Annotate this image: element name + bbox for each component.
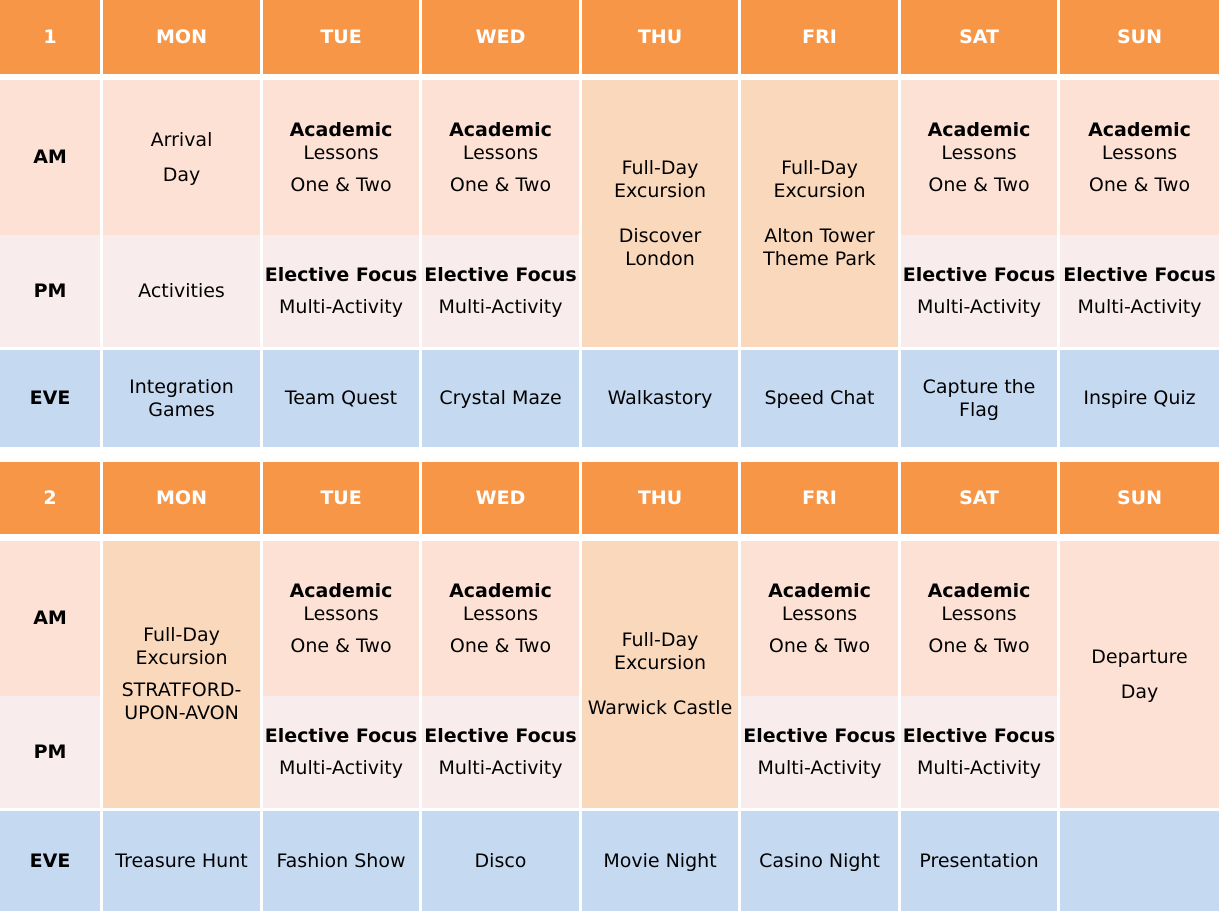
- week1-sun-eve: Inspire Quiz: [1060, 350, 1219, 447]
- week2-day-sat: SAT: [901, 462, 1057, 534]
- week1-tue-eve: Team Quest: [263, 350, 419, 447]
- week2-wed-eve: Disco: [422, 811, 579, 911]
- week1-sun-pm: Elective Focus Multi-Activity: [1060, 235, 1219, 347]
- week2-pm-label: PM: [0, 696, 100, 808]
- week2-day-tue: TUE: [263, 462, 419, 534]
- week2-wed-am: Academic Lessons One & Two: [422, 541, 579, 696]
- week2-fri-am: Academic Lessons One & Two: [741, 541, 898, 696]
- week1-am-label: AM: [0, 80, 100, 235]
- week1-mon-am: Arrival Day: [103, 80, 260, 235]
- week2-tue-am: Academic Lessons One & Two: [263, 541, 419, 696]
- week2-wed-pm: Elective Focus Multi-Activity: [422, 696, 579, 808]
- week1-sun-am: Academic Lessons One & Two: [1060, 80, 1219, 235]
- week2-sat-eve: Presentation: [901, 811, 1057, 911]
- week1-wed-am: Academic Lessons One & Two: [422, 80, 579, 235]
- week2-thu-excursion: Full-Day Excursion Warwick Castle: [582, 541, 738, 808]
- week2-sun-eve: [1060, 811, 1219, 911]
- week2-sun-departure: Departure Day: [1060, 541, 1219, 808]
- week1-sat-am: Academic Lessons One & Two: [901, 80, 1057, 235]
- week1-sat-eve: Capture the Flag: [901, 350, 1057, 447]
- week2-number: 2: [0, 462, 100, 534]
- week1-sat-pm: Elective Focus Multi-Activity: [901, 235, 1057, 347]
- week1-thu-excursion: Full-Day Excursion Discover London: [582, 80, 738, 347]
- week1-day-thu: THU: [582, 0, 738, 74]
- week2-day-wed: WED: [422, 462, 579, 534]
- week1-day-wed: WED: [422, 0, 579, 74]
- week1-number: 1: [0, 0, 100, 74]
- week2-day-fri: FRI: [741, 462, 898, 534]
- week2-eve-label: EVE: [0, 811, 100, 911]
- week2-fri-eve: Casino Night: [741, 811, 898, 911]
- week1-mon-eve: Integration Games: [103, 350, 260, 447]
- week2-am-label: AM: [0, 541, 100, 696]
- week2-day-mon: MON: [103, 462, 260, 534]
- week1-wed-eve: Crystal Maze: [422, 350, 579, 447]
- week2-mon-excursion: Full-Day Excursion STRATFORD- UPON-AVON: [103, 541, 260, 808]
- week1-thu-eve: Walkastory: [582, 350, 738, 447]
- week1-day-mon: MON: [103, 0, 260, 74]
- week1-day-tue: TUE: [263, 0, 419, 74]
- week1-fri-eve: Speed Chat: [741, 350, 898, 447]
- week2-sat-pm: Elective Focus Multi-Activity: [901, 696, 1057, 808]
- week1-wed-pm: Elective Focus Multi-Activity: [422, 235, 579, 347]
- week2-mon-eve: Treasure Hunt: [103, 811, 260, 911]
- week2-tue-eve: Fashion Show: [263, 811, 419, 911]
- week1-fri-excursion: Full-Day Excursion Alton Tower Theme Park: [741, 80, 898, 347]
- week1-pm-label: PM: [0, 235, 100, 347]
- week1-eve-label: EVE: [0, 350, 100, 447]
- week2-tue-pm: Elective Focus Multi-Activity: [263, 696, 419, 808]
- week2-day-thu: THU: [582, 462, 738, 534]
- week2-sat-am: Academic Lessons One & Two: [901, 541, 1057, 696]
- week1-mon-pm: Activities: [103, 235, 260, 347]
- week1-day-fri: FRI: [741, 0, 898, 74]
- week2-fri-pm: Elective Focus Multi-Activity: [741, 696, 898, 808]
- week1-tue-am: Academic Lessons One & Two: [263, 80, 419, 235]
- week1-day-sat: SAT: [901, 0, 1057, 74]
- week2-thu-eve: Movie Night: [582, 811, 738, 911]
- week1-day-sun: SUN: [1060, 0, 1219, 74]
- week2-day-sun: SUN: [1060, 462, 1219, 534]
- week1-tue-pm: Elective Focus Multi-Activity: [263, 235, 419, 347]
